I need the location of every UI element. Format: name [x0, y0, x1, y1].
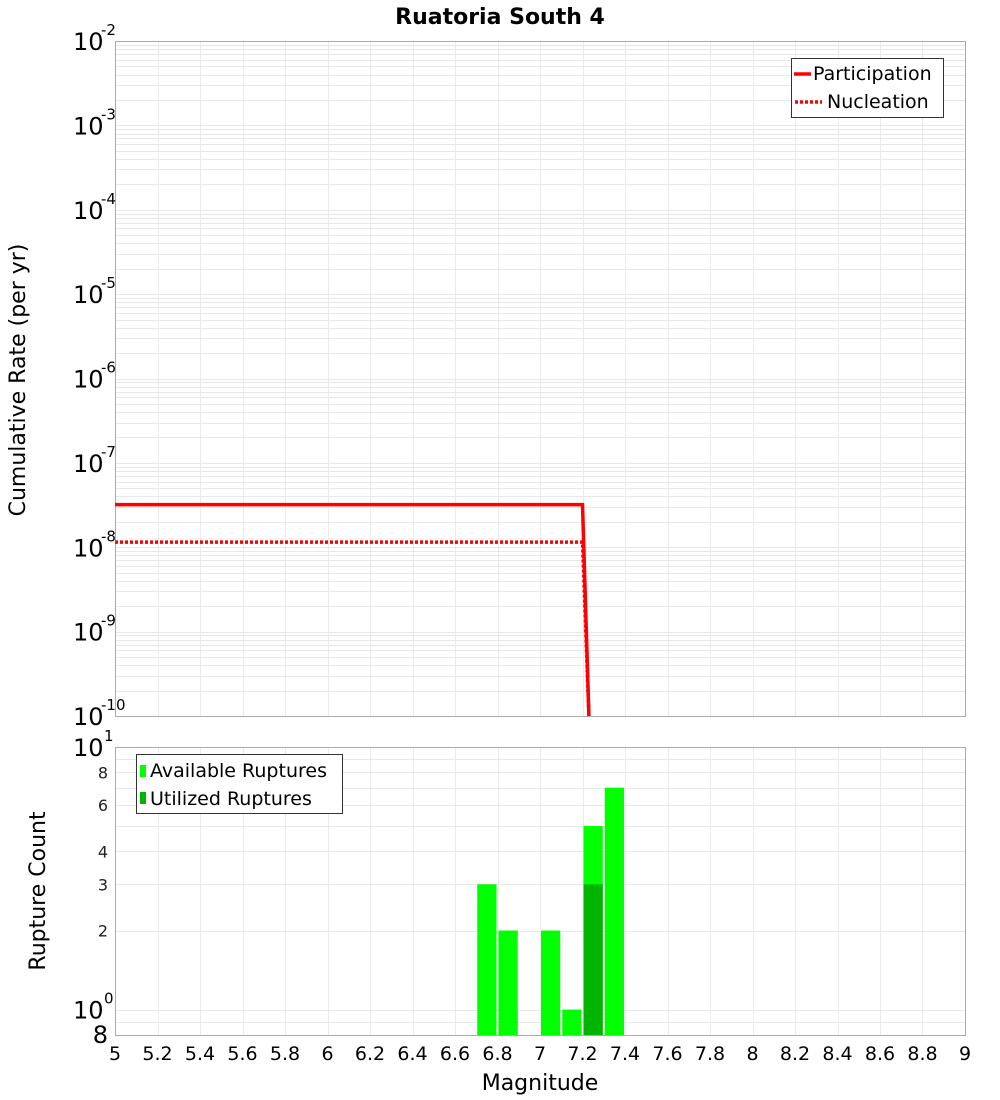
top-plot-grid [115, 41, 965, 716]
svg-text:10: 10 [73, 281, 104, 309]
svg-text:10: 10 [73, 450, 104, 478]
x-tick: 6.8 [482, 1043, 512, 1065]
participation-line [115, 502, 591, 717]
x-tick: 8.8 [907, 1043, 937, 1065]
svg-text:10: 10 [73, 112, 104, 140]
x-tick: 7 [534, 1043, 546, 1065]
x-tick: 6 [321, 1043, 333, 1065]
bottom-plot-bars [477, 787, 624, 1035]
bottom-plot-area [115, 747, 966, 1036]
x-tick: 8.2 [780, 1043, 810, 1065]
x-tick: 5 [109, 1043, 121, 1065]
svg-text:-3: -3 [101, 105, 116, 123]
bottom-y-tick: 10 1 [73, 727, 114, 762]
svg-text:-8: -8 [101, 527, 116, 545]
x-tick: 6.2 [355, 1043, 385, 1065]
x-tick: 9 [959, 1043, 971, 1065]
bottom-y-tick: 3 [98, 875, 108, 894]
svg-text:-9: -9 [101, 612, 116, 630]
x-tick: 8.4 [822, 1043, 852, 1065]
bottom-y-tick: 10 0 [73, 990, 114, 1025]
top-y-tick: 10-10 [73, 696, 126, 731]
x-tick: 5.8 [270, 1043, 300, 1065]
top-y-tick: 10-5 [73, 274, 116, 309]
legend-available: Available Ruptures [150, 760, 327, 782]
legend-participation: Participation [813, 63, 932, 85]
legend-nucleation: Nucleation [827, 91, 929, 113]
top-y-tick: 10-4 [73, 190, 116, 225]
top-y-axis-ticks: 10-210-310-410-510-610-710-810-910-10 [73, 21, 126, 731]
utilized-legend-swatch [140, 792, 146, 804]
bottom-y-tick: 6 [98, 796, 108, 815]
svg-text:0: 0 [104, 990, 114, 1008]
svg-text:1: 1 [104, 727, 114, 745]
svg-text:10: 10 [73, 734, 104, 762]
x-tick: 7.6 [652, 1043, 682, 1065]
bottom-y-tick: 8 [98, 763, 108, 782]
nucleation-line [115, 540, 591, 717]
top-legend: Participation Nucleation [791, 58, 944, 118]
top-y-tick: 10-9 [73, 612, 116, 647]
svg-text:10: 10 [73, 534, 104, 562]
x-axis-label: Magnitude [482, 1071, 599, 1096]
available-ruptures-bar [477, 884, 497, 1035]
svg-text:10: 10 [73, 366, 104, 394]
x-tick: 8 [746, 1043, 758, 1065]
available-ruptures-bar [498, 930, 518, 1035]
x-tick: 7.4 [610, 1043, 640, 1065]
top-plot-series [115, 502, 591, 717]
bottom-y-axis-label: Rupture Count [26, 811, 51, 971]
bottom-y-tick: 4 [98, 842, 108, 861]
x-tick: 7.2 [567, 1043, 597, 1065]
top-y-tick: 10-2 [73, 21, 116, 56]
chart-title: Ruatoria South 4 [395, 5, 605, 30]
x-tick: 6.4 [397, 1043, 427, 1065]
svg-text:-2: -2 [101, 21, 116, 39]
x-tick: 5.6 [227, 1043, 257, 1065]
svg-text:-7: -7 [101, 443, 116, 461]
bottom-y-tick: 8 [93, 1021, 108, 1049]
x-tick: 8.6 [865, 1043, 895, 1065]
x-tick: 6.6 [440, 1043, 470, 1065]
x-tick: 5.2 [142, 1043, 172, 1065]
top-plot-area [115, 41, 966, 717]
available-ruptures-bar [604, 787, 624, 1035]
available-ruptures-bar [541, 930, 561, 1035]
svg-text:-10: -10 [101, 696, 126, 714]
top-y-tick: 10-7 [73, 443, 116, 478]
svg-text:10: 10 [73, 28, 104, 56]
utilized-ruptures-bar [583, 884, 603, 1035]
top-y-tick: 10-6 [73, 359, 116, 394]
available-legend-swatch [140, 765, 146, 777]
bottom-legend: Available Ruptures Utilized Ruptures [136, 754, 343, 814]
svg-text:-6: -6 [101, 359, 116, 377]
top-y-axis-label: Cumulative Rate (per yr) [6, 244, 31, 517]
available-ruptures-bar [562, 1009, 582, 1035]
svg-text:-4: -4 [101, 190, 116, 208]
svg-text:-5: -5 [101, 274, 116, 292]
svg-text:10: 10 [73, 703, 104, 731]
x-tick: 7.8 [695, 1043, 725, 1065]
bottom-y-tick: 2 [98, 922, 108, 941]
top-y-tick: 10-3 [73, 105, 116, 140]
svg-text:10: 10 [73, 997, 104, 1025]
svg-text:10: 10 [73, 197, 104, 225]
svg-text:10: 10 [73, 619, 104, 647]
x-tick: 5.4 [185, 1043, 215, 1065]
x-axis-ticks: 5 5.2 5.4 5.6 5.8 6 6.2 6.4 6.6 6.8 7 7.2 7.4 7.6 7.8 8… [109, 1043, 971, 1065]
top-y-tick: 10-8 [73, 527, 116, 562]
legend-utilized: Utilized Ruptures [150, 788, 312, 810]
